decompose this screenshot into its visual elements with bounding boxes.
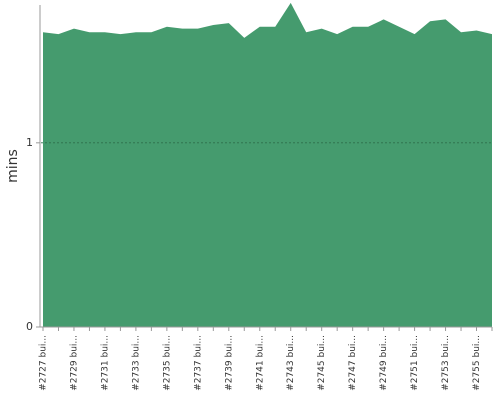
x-tick-label: #2735 bui... — [162, 335, 172, 391]
x-tick-label: #2739 bui... — [224, 335, 234, 391]
y-tick-label: 1 — [26, 136, 33, 149]
x-tick-label: #2749 bui... — [379, 335, 389, 391]
y-axis-label: mins — [5, 149, 21, 183]
x-tick-label: #2743 bui... — [286, 335, 296, 391]
x-tick-label: #2737 bui... — [193, 335, 203, 391]
x-tick-label: #2729 bui... — [69, 335, 79, 391]
x-tick-label: #2727 bui... — [39, 335, 49, 391]
x-tick-label: #2753 bui... — [441, 335, 451, 391]
y-tick-label: 0 — [26, 320, 33, 333]
x-tick-label: #2745 bui... — [317, 335, 327, 391]
x-tick-label: #2741 bui... — [255, 335, 265, 391]
x-tick-label: #2751 bui... — [410, 335, 420, 391]
x-tick-label: #2747 bui... — [348, 335, 358, 391]
x-tick-label: #2755 bui... — [472, 335, 482, 391]
area — [43, 2, 492, 328]
x-tick-label: #2733 bui... — [131, 335, 141, 391]
x-tick-label: #2731 bui... — [100, 335, 110, 391]
